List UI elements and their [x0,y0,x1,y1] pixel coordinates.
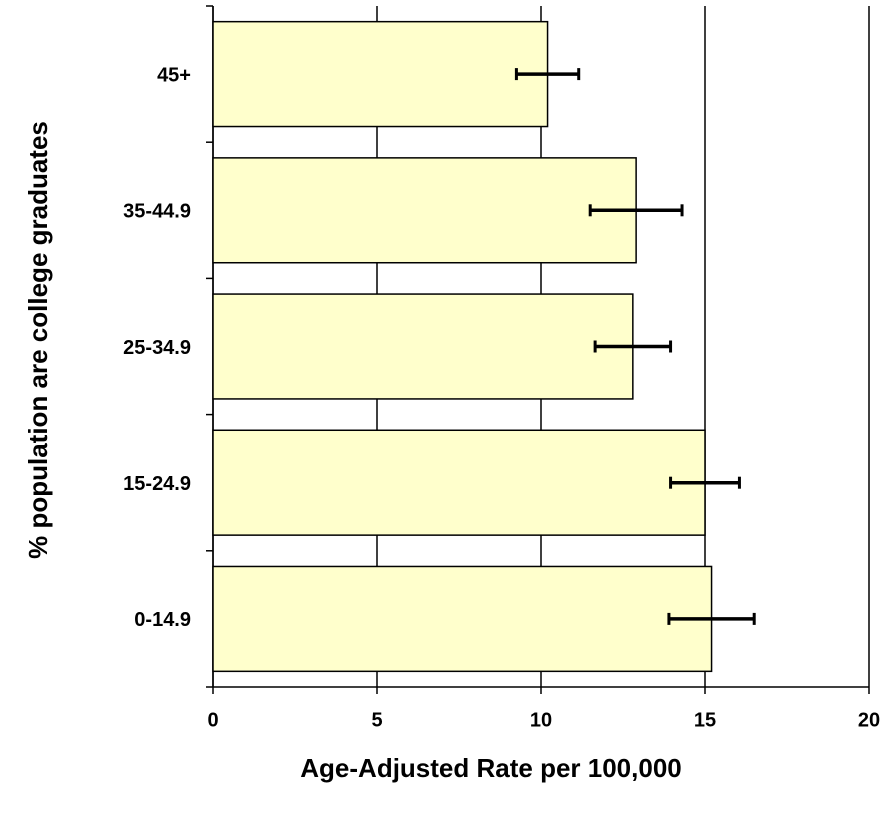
x-tick-label: 15 [694,709,716,731]
bar [212,20,549,128]
y-tick-label: 15-24.9 [123,473,191,495]
bar [212,565,713,673]
y-tick-label: 45+ [157,64,191,86]
bar [212,429,706,536]
x-tick-label: 5 [371,709,382,731]
x-tick-label: 20 [858,709,880,731]
y-tick-label: 25-34.9 [123,337,191,359]
x-axis-title: Age-Adjusted Rate per 100,000 [300,753,681,783]
x-tick-label: 0 [207,709,218,731]
y-tick-label: 0-14.9 [134,609,191,631]
y-tick-label: 35-44.9 [123,201,191,223]
bar [212,293,634,400]
bar [212,157,637,264]
y-axis-title: % population are college graduates [23,121,53,559]
x-tick-label: 10 [530,709,552,731]
